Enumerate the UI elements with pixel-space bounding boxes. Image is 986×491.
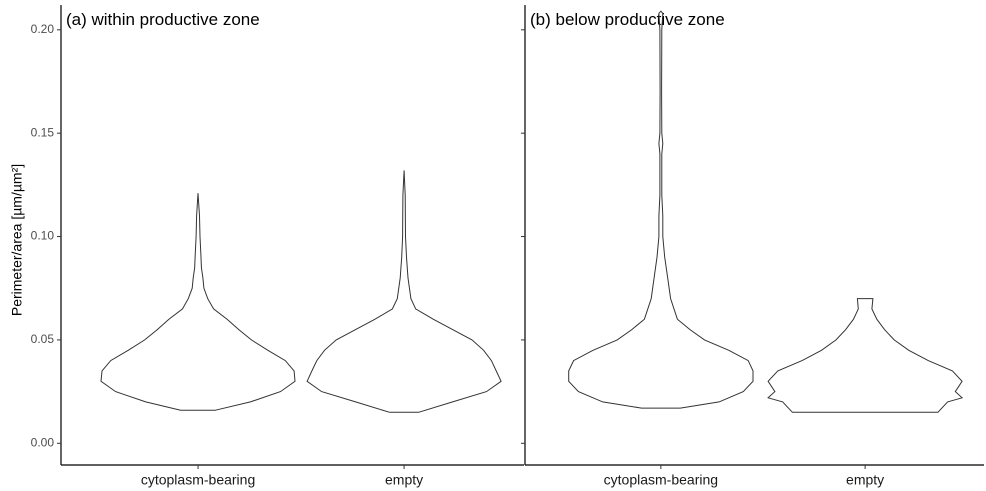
y-axis-label: Perimeter/area [µm/µm²]	[9, 164, 25, 316]
y-tick-label: 0.10	[31, 229, 55, 243]
panel-title: (b) below productive zone	[530, 10, 725, 29]
violin	[568, 10, 754, 409]
violin	[306, 170, 502, 413]
x-tick-label: cytoplasm-bearing	[604, 472, 718, 488]
y-tick-label: 0.15	[31, 125, 55, 139]
y-tick-label: 0.20	[31, 22, 55, 36]
x-tick-label: empty	[385, 472, 423, 488]
x-tick-label: empty	[846, 472, 884, 488]
violin	[767, 298, 964, 413]
violin	[100, 193, 296, 411]
y-tick-label: 0.00	[31, 435, 55, 449]
y-tick-label: 0.05	[31, 332, 55, 346]
panel-title: (a) within productive zone	[66, 10, 260, 29]
x-tick-label: cytoplasm-bearing	[141, 472, 255, 488]
